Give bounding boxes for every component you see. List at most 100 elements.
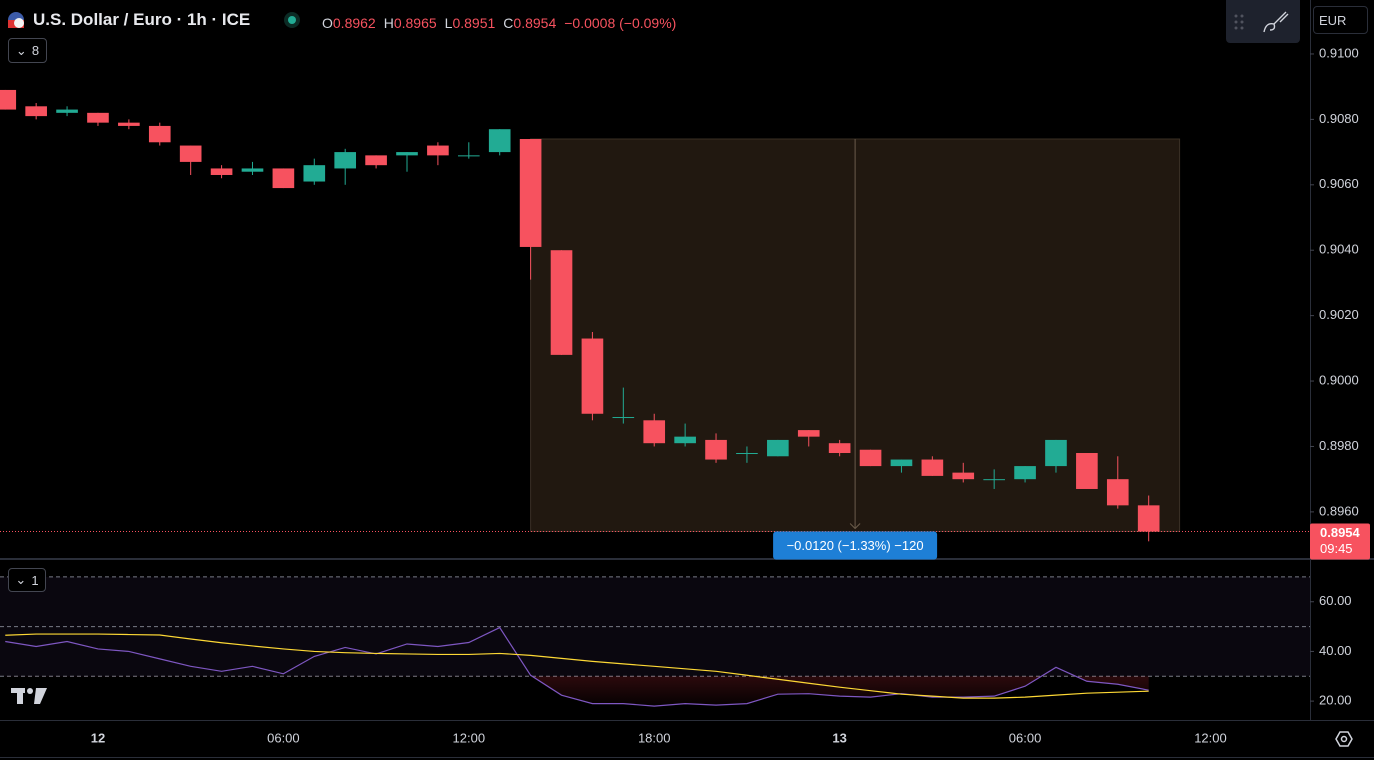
measure-label: −0.0120 (−1.33%) −120 <box>787 538 924 553</box>
y-tick-label: 20.00 <box>1319 693 1352 708</box>
candle-body <box>767 439 789 457</box>
last-price-tag <box>1310 523 1370 560</box>
y-tick-label: 0.9060 <box>1319 176 1359 191</box>
y-tick-label: 0.9020 <box>1319 307 1359 322</box>
candle-body <box>25 106 47 117</box>
candle-body <box>210 168 233 175</box>
candle-body <box>550 250 573 355</box>
candle-body <box>890 459 913 467</box>
candle-body <box>488 129 511 153</box>
x-tick-label: 12:00 <box>1194 730 1227 745</box>
candle-body <box>1045 439 1067 467</box>
x-tick-label: 12 <box>91 730 105 745</box>
marks-layer: 0.9100 0.9080 0.9060 0.9040 0.9020 0.9000 0.89… <box>0 45 1359 745</box>
candle-body <box>241 168 264 172</box>
candle-body <box>56 109 78 113</box>
ohlc-item: L0.8951 <box>445 15 496 31</box>
candle-body <box>952 472 975 480</box>
x-tick-label: 12:00 <box>453 730 486 745</box>
currency-button[interactable]: EUR <box>1313 6 1368 34</box>
x-tick-label: 06:00 <box>1009 730 1042 745</box>
candle-body <box>303 165 326 182</box>
candle-body <box>921 459 944 476</box>
flag <box>8 12 24 28</box>
oversold-fill <box>532 676 1149 707</box>
candle-body <box>0 89 17 110</box>
tv-logo <box>11 688 47 704</box>
ohlc-value: 0.8954 <box>513 15 557 31</box>
candle-body <box>457 155 480 157</box>
y-tick-label: 0.8980 <box>1319 438 1359 453</box>
collapse-count: 8 <box>31 43 40 58</box>
y-tick-label: 0.8960 <box>1319 503 1359 518</box>
measure-arrow <box>849 523 861 530</box>
settings-button[interactable] <box>1335 731 1353 747</box>
y-tick-label: 60.00 <box>1319 593 1352 608</box>
candle-body <box>612 417 635 419</box>
ohlc-key: O <box>322 15 333 31</box>
candle-body <box>427 145 449 156</box>
chevron: ⌄ <box>15 42 27 58</box>
ohlc-value: 0.8951 <box>452 15 496 31</box>
ohlc-item: C0.8954 <box>503 15 556 31</box>
candle-body <box>179 145 202 162</box>
ohlc-item: H0.8965 <box>384 15 437 31</box>
indicator-count: 1 <box>31 572 39 588</box>
candle-body <box>797 430 820 437</box>
rsi-line <box>5 633 1149 699</box>
ohlc-value: 0.8962 <box>332 15 376 31</box>
ohlc-change: −0.0008 (−0.09%) <box>564 15 677 31</box>
candle-body <box>581 338 604 414</box>
candle-body <box>148 125 171 143</box>
candle-body <box>118 122 140 126</box>
measure-label-box <box>773 531 938 560</box>
chevron: ⌄ <box>15 572 27 587</box>
ohlc-legend: O0.8962 H0.8965 L0.8951 C0.8954 −0.0008 (−0.… <box>322 15 676 31</box>
toolbar-icons <box>1234 11 1289 33</box>
y-tick-label: 0.9080 <box>1319 111 1359 126</box>
candle-body <box>519 139 542 247</box>
y-tick-label: 0.9040 <box>1319 242 1359 257</box>
candle-body <box>396 152 418 156</box>
candle-body <box>736 453 758 455</box>
candle-body <box>87 112 109 123</box>
ohlc-item: O0.8962 <box>322 15 376 31</box>
ohlc-key: C <box>503 15 514 31</box>
candle-body <box>705 439 727 460</box>
candle-body <box>859 449 882 467</box>
candle-body <box>334 152 357 169</box>
y-tick-label: 0.9100 <box>1319 45 1359 60</box>
countdown-label: 09:45 <box>1320 541 1353 556</box>
candle-body <box>1014 466 1036 480</box>
candle-body <box>365 155 387 166</box>
symbol-title[interactable]: U.S. Dollar / Euro · 1h · ICE <box>33 10 251 29</box>
candle-body <box>1137 505 1160 532</box>
y-tick-label: 0.9000 <box>1319 372 1359 387</box>
candle-body <box>674 436 696 444</box>
candle-body <box>983 479 1005 481</box>
y-tick-label: 40.00 <box>1319 643 1352 658</box>
candle-body <box>1106 479 1129 506</box>
candle-body <box>272 168 295 189</box>
indicator-button[interactable]: ⌄ 1 <box>8 568 46 592</box>
background-layer <box>0 138 1310 707</box>
rsi-line <box>5 626 1149 707</box>
ohlc-key: L <box>444 15 453 31</box>
flag-icon <box>6 10 26 30</box>
status-dot <box>288 16 296 24</box>
last-price-label: 0.8954 <box>1320 525 1361 540</box>
market-status[interactable] <box>284 12 300 28</box>
ohlc-value: 0.8965 <box>393 15 437 31</box>
candle-body <box>643 420 666 444</box>
ohlc-key: H <box>383 15 394 31</box>
collapse-button[interactable]: ⌄ 8 <box>8 38 47 63</box>
x-tick-label: 06:00 <box>267 730 300 745</box>
candle-body <box>1076 453 1098 489</box>
x-tick-label: 13 <box>832 730 846 745</box>
x-tick-label: 18:00 <box>638 730 671 745</box>
drawing-toolbar[interactable] <box>1226 0 1300 43</box>
candle-body <box>828 443 851 454</box>
